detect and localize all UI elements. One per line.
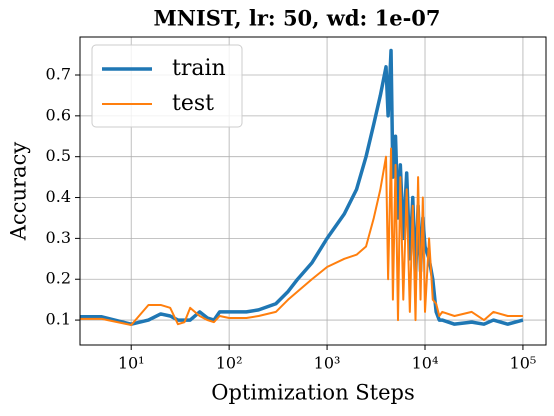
line-series [80, 48, 524, 326]
y-tick-label: 0.3 [46, 228, 71, 247]
plot-frame [79, 36, 547, 346]
legend-label: train [172, 56, 226, 81]
x-tick-label: 10⁵ [510, 354, 537, 373]
y-tick-label: 0.2 [46, 269, 71, 288]
line-series [80, 147, 523, 326]
x-tick-label: 10³ [314, 354, 341, 373]
x-tick-label: 10⁴ [412, 354, 439, 373]
y-tick-label: 0.7 [46, 64, 71, 83]
y-axis-label: Accuracy [7, 142, 31, 242]
x-tick-label: 10¹ [118, 354, 145, 373]
x-tick-label: 10² [216, 354, 243, 373]
y-tick-label: 0.6 [46, 105, 71, 124]
x-axis-label: Optimization Steps [211, 381, 415, 405]
y-tick-label: 0.4 [46, 187, 71, 206]
y-tick-label: 0.5 [46, 146, 71, 165]
chart-title: MNIST, lr: 50, wd: 1e-07 [153, 6, 440, 31]
legend-label: test [172, 91, 214, 116]
y-tick-label: 0.1 [46, 310, 71, 329]
legend-box [91, 44, 243, 128]
